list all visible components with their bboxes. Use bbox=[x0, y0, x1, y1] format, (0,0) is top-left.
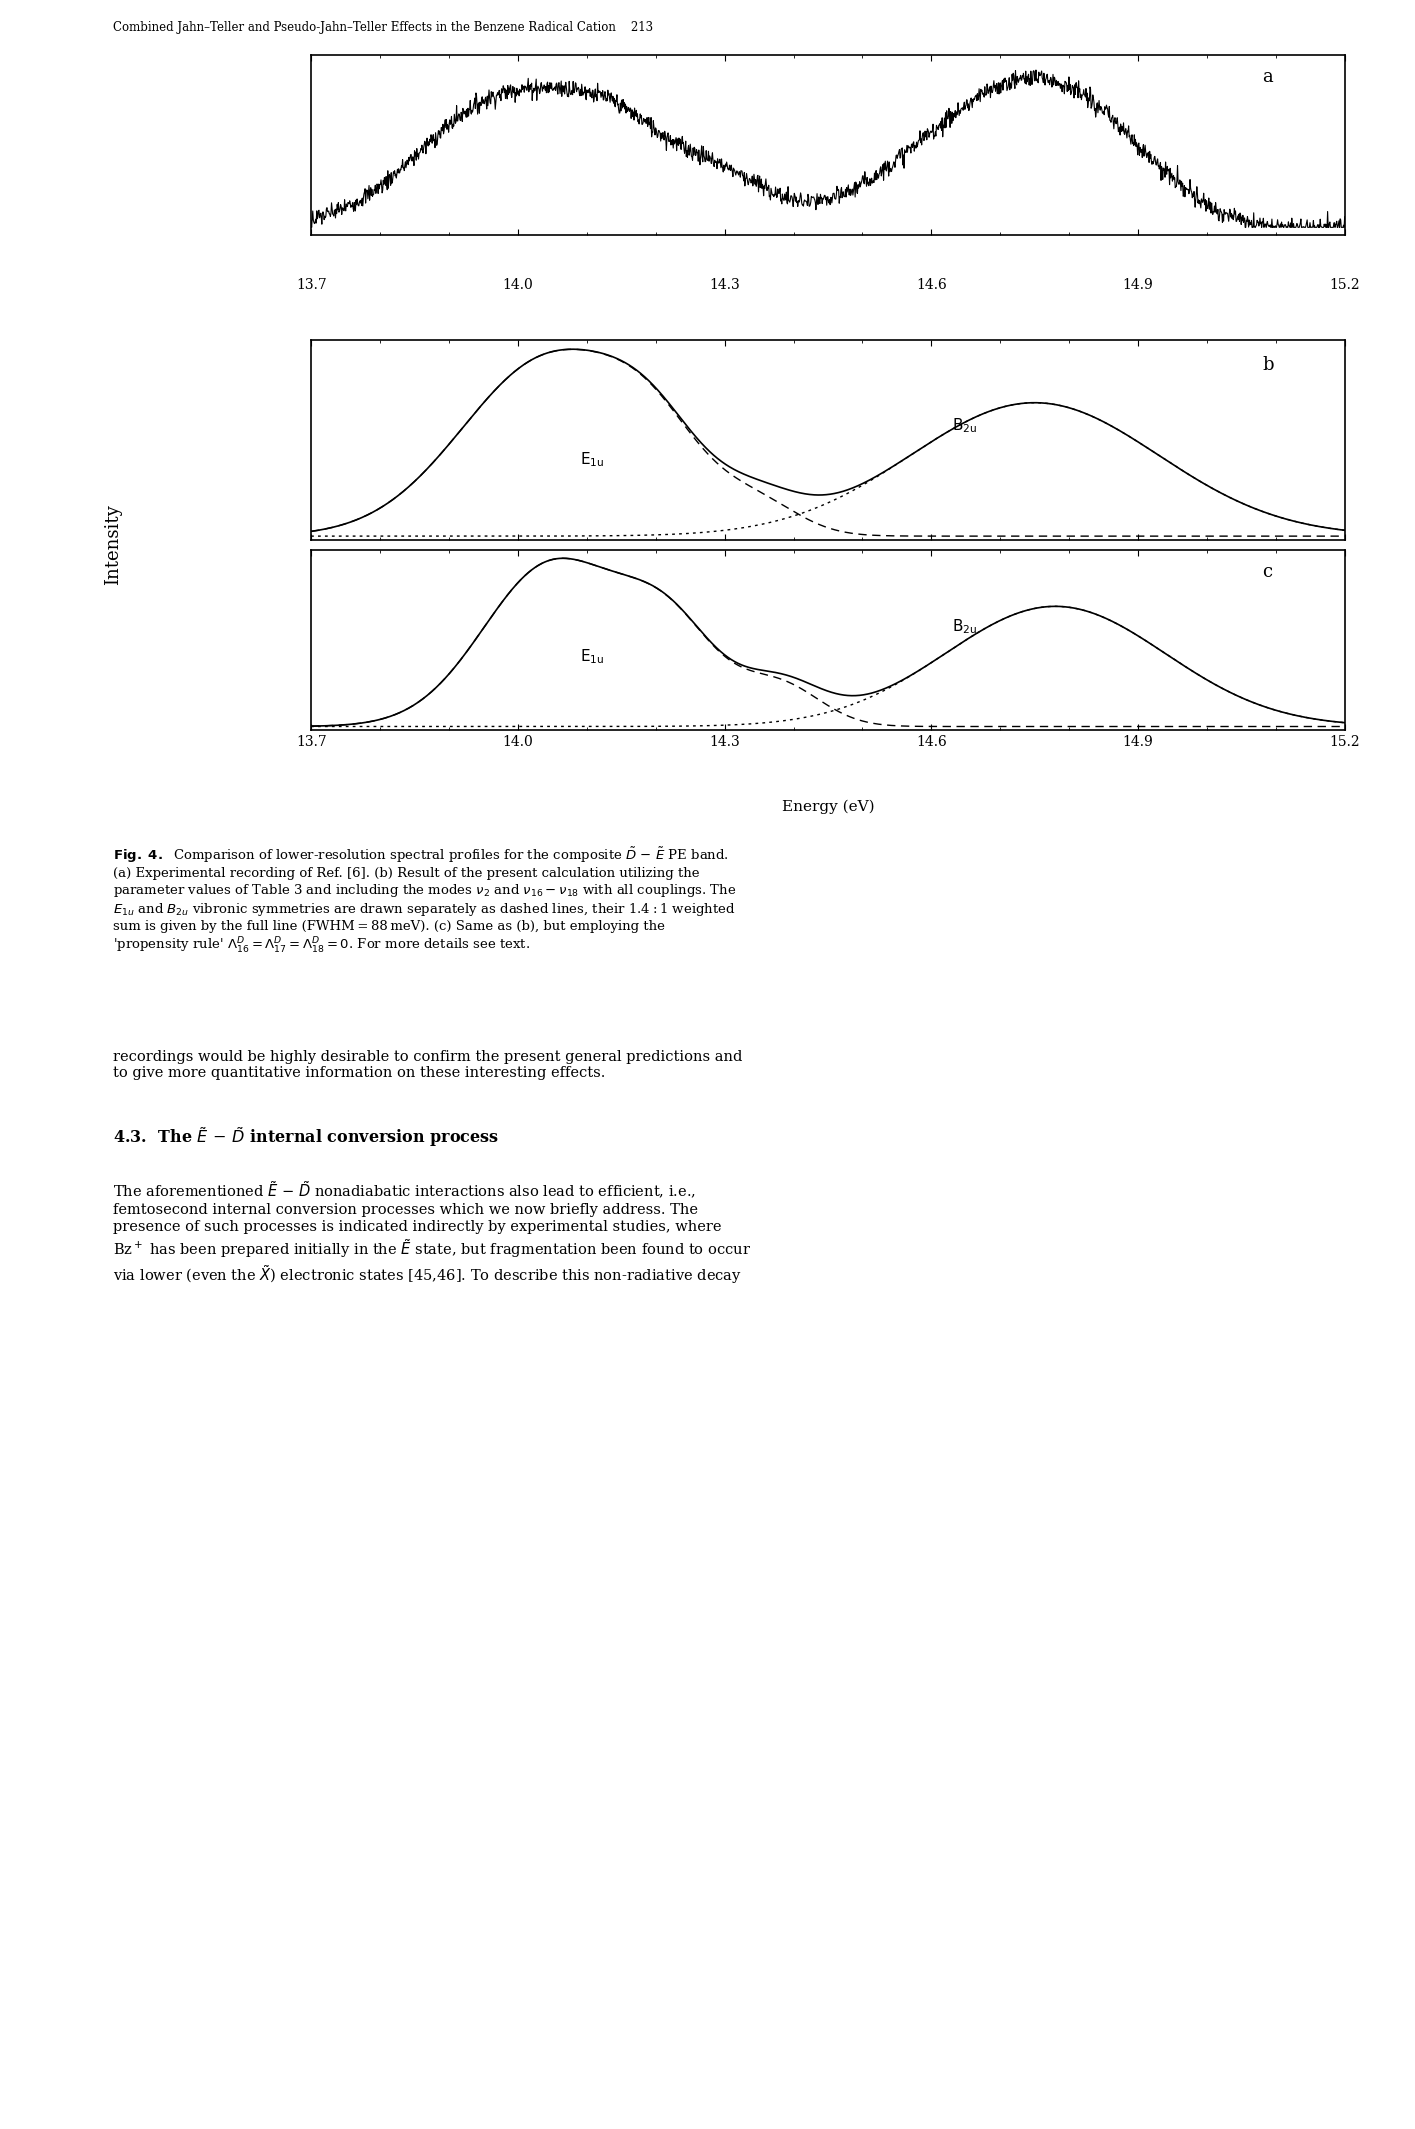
Text: 15.2: 15.2 bbox=[1329, 277, 1360, 292]
Text: 14.3: 14.3 bbox=[709, 277, 740, 292]
Text: Combined Jahn–Teller and Pseudo-Jahn–Teller Effects in the Benzene Radical Catio: Combined Jahn–Teller and Pseudo-Jahn–Tel… bbox=[113, 21, 654, 34]
Text: $\mathbf{Fig.\ 4.}$  Comparison of lower-resolution spectral profiles for the co: $\mathbf{Fig.\ 4.}$ Comparison of lower-… bbox=[113, 845, 736, 956]
Text: The aforementioned $\tilde{E}$ $-$ $\tilde{D}$ nonadiabatic interactions also le: The aforementioned $\tilde{E}$ $-$ $\til… bbox=[113, 1179, 751, 1286]
Text: 14.6: 14.6 bbox=[916, 277, 947, 292]
Text: 14.0: 14.0 bbox=[502, 277, 533, 292]
Text: Energy (eV): Energy (eV) bbox=[781, 798, 874, 813]
Text: a: a bbox=[1262, 68, 1272, 85]
Text: 14.9: 14.9 bbox=[1122, 277, 1153, 292]
Text: 4.3.  The $\tilde{E}$ $-$ $\tilde{D}$ internal conversion process: 4.3. The $\tilde{E}$ $-$ $\tilde{D}$ int… bbox=[113, 1124, 499, 1150]
Text: $\mathrm{E_{1u}}$: $\mathrm{E_{1u}}$ bbox=[580, 449, 604, 468]
Text: $\mathrm{B_{2u}}$: $\mathrm{B_{2u}}$ bbox=[952, 617, 976, 637]
Text: $\mathrm{B_{2u}}$: $\mathrm{B_{2u}}$ bbox=[952, 415, 976, 434]
Text: recordings would be highly desirable to confirm the present general predictions : recordings would be highly desirable to … bbox=[113, 1050, 743, 1079]
Text: c: c bbox=[1262, 562, 1272, 581]
Text: 13.7: 13.7 bbox=[296, 277, 327, 292]
Text: $\mathrm{E_{1u}}$: $\mathrm{E_{1u}}$ bbox=[580, 647, 604, 666]
Text: Intensity: Intensity bbox=[105, 505, 122, 585]
Text: b: b bbox=[1262, 356, 1274, 375]
